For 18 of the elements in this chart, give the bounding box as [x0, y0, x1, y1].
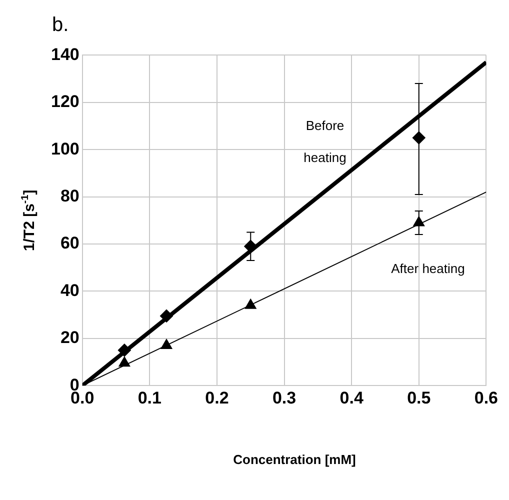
x-tick-label: 0.2: [205, 388, 229, 408]
x-tick-label: 0.6: [474, 388, 498, 408]
chart-title: b.: [51, 13, 70, 38]
y-tick-label: 140: [50, 44, 80, 64]
x-tick-label: 0.3: [272, 388, 296, 408]
x-axis-title: Concentration [mM]: [232, 452, 357, 467]
text: Before heating: [304, 118, 346, 165]
y-tick-label: 80: [60, 186, 80, 206]
x-tick-label: 0.5: [407, 388, 431, 408]
y-tick-label: 60: [60, 234, 80, 253]
y-tick-label: 100: [50, 139, 80, 158]
y-tick-label: 120: [50, 92, 80, 112]
y-axis-title: 1/T2 [s-1]: [20, 190, 38, 252]
x-tick-label: 0.4: [340, 388, 364, 408]
y-tick-label: 40: [60, 280, 80, 300]
y-tick-label: 20: [60, 328, 80, 348]
annotation: After heating: [390, 260, 466, 278]
x-tick-label: 0.1: [138, 388, 162, 408]
